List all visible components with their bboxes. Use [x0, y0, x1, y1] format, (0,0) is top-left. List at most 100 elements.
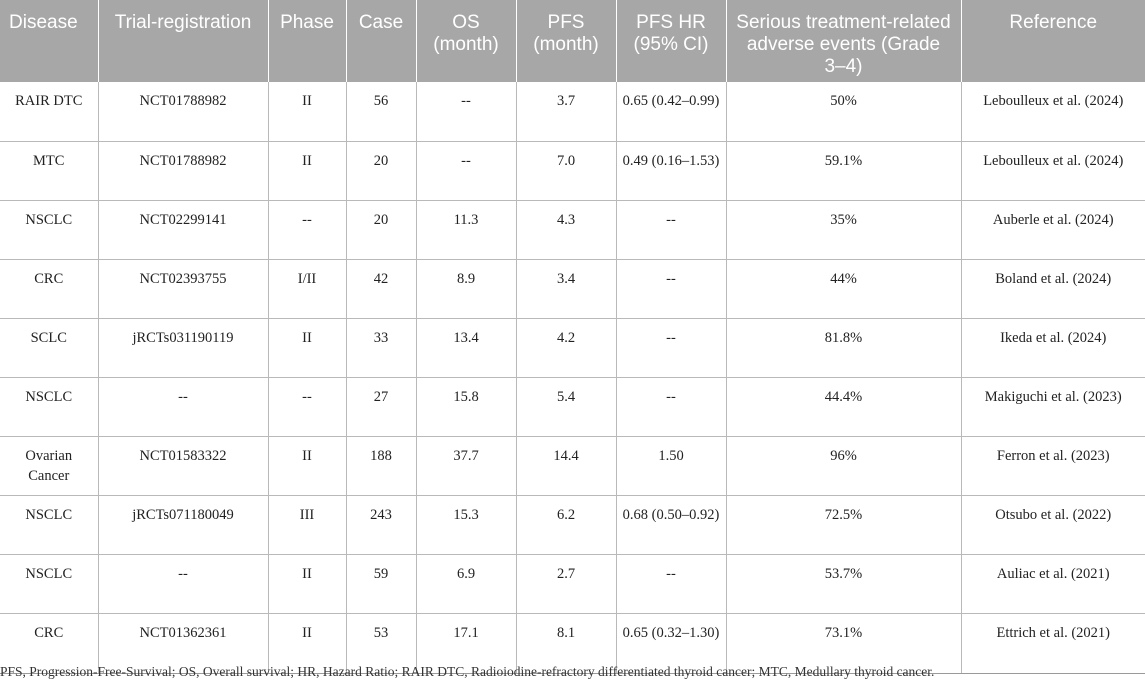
header-pfs-hr: PFS HR (95% CI): [616, 0, 727, 82]
cell-phase: II: [268, 141, 347, 201]
cell-pfs: 3.4: [516, 259, 617, 319]
cell-reference: Leboulleux et al. (2024): [961, 82, 1145, 142]
cell-disease: NSCLC: [0, 554, 99, 614]
cell-phase: --: [268, 200, 347, 260]
cell-disease: NSCLC: [0, 377, 99, 437]
cell-case: 243: [346, 495, 417, 555]
cell-case: 59: [346, 554, 417, 614]
cell-trial-registration: --: [98, 377, 269, 437]
table-row: CRC NCT01362361 II 53 17.1 8.1 0.65 (0.3…: [0, 613, 1145, 674]
cell-reference: Otsubo et al. (2022): [961, 495, 1145, 555]
cell-case: 56: [346, 82, 417, 142]
header-case: Case: [346, 0, 417, 82]
cell-trial-registration: jRCTs031190119: [98, 318, 269, 378]
table-header: Disease Trial-registration Phase Case OS…: [0, 0, 1145, 82]
table-row: NSCLC jRCTs071180049 III 243 15.3 6.2 0.…: [0, 495, 1145, 555]
cell-pfs: 14.4: [516, 436, 617, 496]
cell-pfs-hr: 0.49 (0.16–1.53): [616, 141, 727, 201]
cell-adverse-events: 44.4%: [726, 377, 962, 437]
cell-phase: II: [268, 554, 347, 614]
table-row: SCLC jRCTs031190119 II 33 13.4 4.2 -- 81…: [0, 318, 1145, 378]
cell-reference: Boland et al. (2024): [961, 259, 1145, 319]
cell-pfs-hr: --: [616, 377, 727, 437]
cell-pfs-hr: --: [616, 318, 727, 378]
cell-trial-registration: NCT02299141: [98, 200, 269, 260]
cell-os: 15.3: [416, 495, 517, 555]
cell-disease: CRC: [0, 613, 99, 674]
cell-reference: Ettrich et al. (2021): [961, 613, 1145, 674]
table-row: CRC NCT02393755 I/II 42 8.9 3.4 -- 44% B…: [0, 259, 1145, 319]
cell-os: --: [416, 141, 517, 201]
cell-os: 17.1: [416, 613, 517, 674]
cell-phase: III: [268, 495, 347, 555]
cell-pfs: 4.2: [516, 318, 617, 378]
cell-os: 15.8: [416, 377, 517, 437]
cell-reference: Auliac et al. (2021): [961, 554, 1145, 614]
cell-trial-registration: jRCTs071180049: [98, 495, 269, 555]
cell-adverse-events: 35%: [726, 200, 962, 260]
table-row: MTC NCT01788982 II 20 -- 7.0 0.49 (0.16–…: [0, 141, 1145, 201]
cell-pfs-hr: --: [616, 259, 727, 319]
cell-pfs: 6.2: [516, 495, 617, 555]
cell-pfs-hr: 0.65 (0.42–0.99): [616, 82, 727, 142]
cell-reference: Ikeda et al. (2024): [961, 318, 1145, 378]
cell-reference: Ferron et al. (2023): [961, 436, 1145, 496]
cell-case: 20: [346, 141, 417, 201]
cell-case: 27: [346, 377, 417, 437]
header-reference: Reference: [961, 0, 1145, 82]
cell-adverse-events: 73.1%: [726, 613, 962, 674]
cell-pfs: 8.1: [516, 613, 617, 674]
cell-trial-registration: NCT01583322: [98, 436, 269, 496]
cell-adverse-events: 44%: [726, 259, 962, 319]
cell-pfs-hr: 0.68 (0.50–0.92): [616, 495, 727, 555]
header-os: OS (month): [416, 0, 517, 82]
header-row: Disease Trial-registration Phase Case OS…: [0, 0, 1145, 82]
cell-pfs-hr: 1.50: [616, 436, 727, 496]
cell-os: 6.9: [416, 554, 517, 614]
cell-disease: Ovarian Cancer: [0, 436, 99, 496]
cell-disease: RAIR DTC: [0, 82, 99, 142]
cell-os: 8.9: [416, 259, 517, 319]
cell-adverse-events: 59.1%: [726, 141, 962, 201]
cell-phase: II: [268, 82, 347, 142]
cell-disease: NSCLC: [0, 495, 99, 555]
cell-pfs: 7.0: [516, 141, 617, 201]
table-row: RAIR DTC NCT01788982 II 56 -- 3.7 0.65 (…: [0, 82, 1145, 142]
cell-disease: CRC: [0, 259, 99, 319]
cell-trial-registration: NCT01788982: [98, 82, 269, 142]
cell-os: 11.3: [416, 200, 517, 260]
cell-pfs-hr: 0.65 (0.32–1.30): [616, 613, 727, 674]
cell-case: 33: [346, 318, 417, 378]
header-disease: Disease: [0, 0, 99, 82]
cell-adverse-events: 81.8%: [726, 318, 962, 378]
cell-phase: II: [268, 318, 347, 378]
cell-pfs: 4.3: [516, 200, 617, 260]
table-row: Ovarian Cancer NCT01583322 II 188 37.7 1…: [0, 436, 1145, 496]
cell-adverse-events: 72.5%: [726, 495, 962, 555]
cell-trial-registration: NCT01788982: [98, 141, 269, 201]
cell-phase: II: [268, 613, 347, 674]
cell-case: 20: [346, 200, 417, 260]
cell-case: 53: [346, 613, 417, 674]
cell-disease: SCLC: [0, 318, 99, 378]
cell-pfs: 5.4: [516, 377, 617, 437]
cell-pfs: 3.7: [516, 82, 617, 142]
cell-os: --: [416, 82, 517, 142]
header-trial-registration: Trial-registration: [98, 0, 269, 82]
cell-os: 37.7: [416, 436, 517, 496]
cell-os: 13.4: [416, 318, 517, 378]
header-phase: Phase: [268, 0, 347, 82]
header-pfs: PFS (month): [516, 0, 617, 82]
cell-trial-registration: --: [98, 554, 269, 614]
header-adverse-events: Serious treatment-related adverse events…: [726, 0, 962, 82]
cell-disease: NSCLC: [0, 200, 99, 260]
cell-pfs-hr: --: [616, 200, 727, 260]
cell-reference: Leboulleux et al. (2024): [961, 141, 1145, 201]
cell-pfs: 2.7: [516, 554, 617, 614]
cell-adverse-events: 53.7%: [726, 554, 962, 614]
cell-disease: MTC: [0, 141, 99, 201]
cell-case: 188: [346, 436, 417, 496]
table-row: NSCLC -- II 59 6.9 2.7 -- 53.7% Auliac e…: [0, 554, 1145, 614]
cell-phase: --: [268, 377, 347, 437]
cell-trial-registration: NCT01362361: [98, 613, 269, 674]
